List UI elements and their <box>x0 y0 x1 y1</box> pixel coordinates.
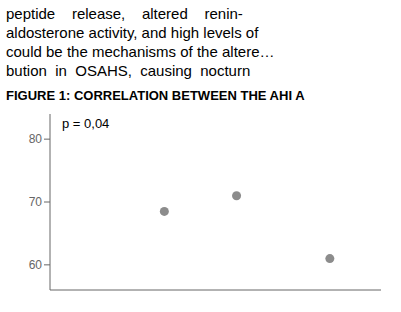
html-text:aldosterone activity, and high: aldosterone activity, and high levels of <box>6 24 259 41</box>
html-text:could be the mechanisms of the: could be the mechanisms of the altere… <box>6 43 275 60</box>
html-text:peptide release, altered renin: peptide release, altered renin- <box>6 5 243 22</box>
svg-text:60: 60 <box>29 258 43 272</box>
html-text:p = 0,04: p = 0,04 <box>62 116 110 131</box>
svg-text:70: 70 <box>29 195 43 209</box>
svg-text:80: 80 <box>29 132 43 146</box>
html-text:FIGURE 1: CORRELATION BETWEEN: FIGURE 1: CORRELATION BETWEEN THE AHI A <box>6 88 305 103</box>
html-text:bution in OSAHS, causing noctu: bution in OSAHS, causing nocturn <box>6 62 251 79</box>
